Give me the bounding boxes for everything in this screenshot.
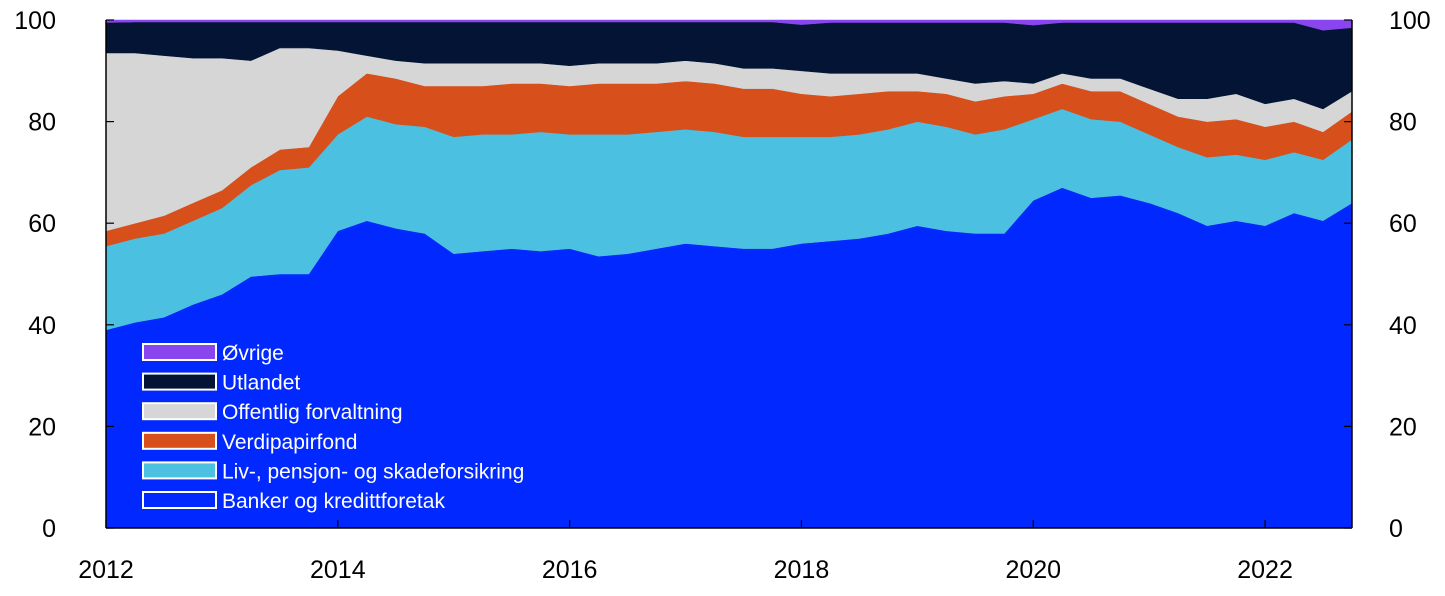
legend-label-ovrige: Øvrige xyxy=(222,342,284,365)
y-tick-label-right: 20 xyxy=(1389,413,1417,441)
y-tick-label-right: 100 xyxy=(1389,7,1431,35)
y-tick-label-left: 100 xyxy=(14,7,56,35)
y-tick-label-right: 40 xyxy=(1389,312,1417,340)
y-tick-label-right: 0 xyxy=(1389,515,1403,543)
legend-label-offentlig-forvaltning: Offentlig forvaltning xyxy=(222,401,403,424)
x-tick-label: 2016 xyxy=(542,556,598,584)
x-tick-label: 2018 xyxy=(774,556,830,584)
y-tick-label-left: 80 xyxy=(28,109,56,137)
legend-label-liv-pensjon-og-skadeforsikring: Liv-, pensjon- og skadeforsikring xyxy=(222,460,524,483)
legend-swatch-banker-og-kredittforetak xyxy=(142,491,217,509)
y-tick-label-left: 20 xyxy=(28,413,56,441)
axes-group: 0 20 40 60 80 100 0 20 40 60 80 100 2012 2014 2016 2018… xyxy=(14,7,1430,584)
legend-swatch-ovrige xyxy=(142,343,217,361)
legend-swatch-liv-pensjon-og-skadeforsikring xyxy=(142,461,217,480)
x-tick-label: 2022 xyxy=(1237,556,1293,584)
y-tick-label-right: 80 xyxy=(1389,109,1417,137)
x-tick-label: 2014 xyxy=(310,556,366,584)
legend-swatch-verdipapirfond xyxy=(142,431,217,450)
legend: Øvrige Utlandet Offentlig forvaltning Verdi… xyxy=(142,342,524,513)
legend-label-verdipapirfond: Verdipapirfond xyxy=(222,431,357,454)
legend-label-utlandet: Utlandet xyxy=(222,372,300,395)
y-tick-label-left: 40 xyxy=(28,312,56,340)
y-tick-label-right: 60 xyxy=(1389,210,1417,238)
area-series-group xyxy=(105,19,1353,529)
legend-swatch-offentlig-forvaltning xyxy=(142,402,217,421)
y-tick-label-left: 0 xyxy=(42,515,56,543)
y-tick-label-left: 60 xyxy=(28,210,56,238)
legend-swatch-utlandet xyxy=(142,372,217,391)
legend-label-banker-og-kredittforetak: Banker og kredittforetak xyxy=(222,490,445,513)
x-tick-label: 2012 xyxy=(78,556,134,584)
x-tick-label: 2020 xyxy=(1005,556,1061,584)
